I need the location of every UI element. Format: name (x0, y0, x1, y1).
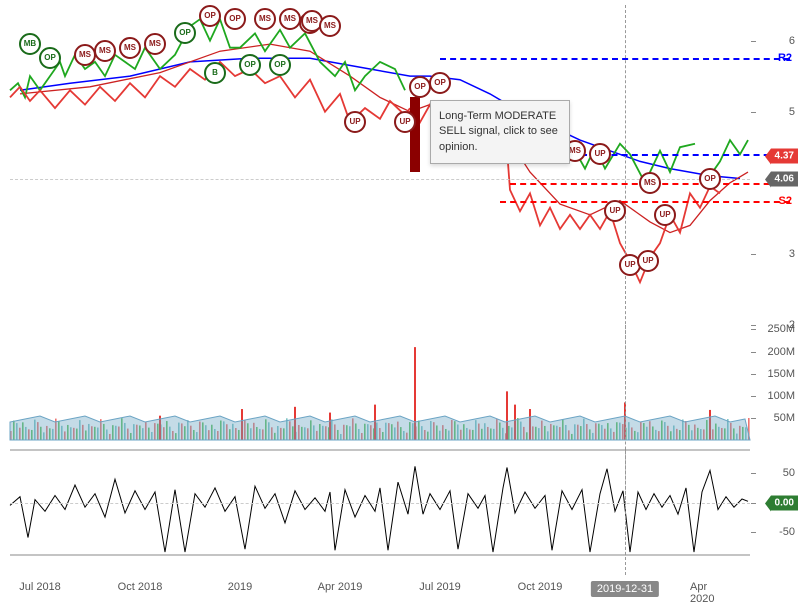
signal-marker[interactable]: OP (239, 54, 261, 76)
indicator-ytick-mark (751, 532, 756, 533)
signal-marker[interactable]: UP (589, 143, 611, 165)
signal-bar[interactable] (410, 97, 420, 172)
price-ytick-mark (751, 112, 756, 113)
sr-label-r2: R2 (778, 52, 792, 64)
price-green-1 (10, 19, 405, 97)
volume-ytick: 100M (767, 390, 795, 402)
signal-marker[interactable]: UP (654, 204, 676, 226)
signal-marker[interactable]: MS (119, 37, 141, 59)
signal-marker[interactable]: MB (19, 33, 41, 55)
xaxis-tick: Apr 2019 (318, 581, 363, 593)
price-ytick-mark (751, 325, 756, 326)
sr-label-s2: S2 (779, 195, 792, 207)
price-ytick: 3 (789, 248, 795, 260)
signal-marker[interactable]: OP (174, 22, 196, 44)
signal-marker[interactable]: OP (429, 72, 451, 94)
xaxis-tick: Oct 2018 (118, 581, 163, 593)
volume-ytick: 50M (774, 412, 795, 424)
signal-marker[interactable]: OP (409, 76, 431, 98)
xaxis-tick: Jul 2019 (419, 581, 461, 593)
indicator-ytick-mark (751, 503, 756, 504)
signal-marker[interactable]: OP (224, 8, 246, 30)
cursor-vline-ind (625, 450, 626, 555)
volume-ytick: 250M (767, 323, 795, 335)
signal-marker[interactable]: MS (74, 44, 96, 66)
signal-marker[interactable]: UP (344, 111, 366, 133)
signal-marker[interactable]: OP (199, 5, 221, 27)
signal-marker[interactable]: UP (637, 250, 659, 272)
indicator-line (10, 466, 748, 552)
signal-marker[interactable]: UP (394, 111, 416, 133)
volume-ytick-mark (751, 352, 756, 353)
signal-marker[interactable]: MS (319, 15, 341, 37)
volume-ytick-mark (751, 418, 756, 419)
indicator-ytick: 50 (783, 467, 795, 479)
price-flag: 4.37 (771, 149, 798, 164)
volume-ytick-mark (751, 396, 756, 397)
xaxis-tick: Apr 2020 (690, 581, 730, 605)
signal-marker[interactable]: MS (639, 172, 661, 194)
cursor-vline-vol (625, 325, 626, 440)
indicator-ytick-mark (751, 473, 756, 474)
signal-marker[interactable]: OP (269, 54, 291, 76)
price-panel: R2R1S1S22356MBOPMSMSMSMSOPOPOPBOPMSOPMSO… (10, 5, 750, 325)
sr-line-s2 (500, 201, 790, 203)
volume-area (10, 416, 750, 440)
price-ytick: 5 (789, 106, 795, 118)
signal-marker[interactable]: OP (699, 168, 721, 190)
signal-marker[interactable]: B (204, 62, 226, 84)
signal-marker[interactable]: MS (254, 8, 276, 30)
indicator-panel: -500500.00 (10, 450, 750, 555)
sr-line-r2 (440, 58, 790, 60)
chart-root: R2R1S1S22356MBOPMSMSMSMSOPOPOPBOPMSOPMSO… (0, 0, 800, 600)
signal-tooltip[interactable]: Long-Term MODERATE SELL signal, click to… (430, 100, 570, 164)
price-ytick-mark (751, 41, 756, 42)
x-axis: Jul 2018 Oct 2018 2019 Apr 2019 Jul 2019 Oct … (10, 575, 750, 600)
xaxis-tick: Jul 2018 (19, 581, 61, 593)
volume-panel: 50M100M150M200M250M (10, 325, 750, 440)
xaxis-tick: Oct 2019 (518, 581, 563, 593)
xaxis-tick: 2019-12-31 (591, 581, 659, 597)
volume-ytick-mark (751, 329, 756, 330)
volume-ytick: 150M (767, 368, 795, 380)
volume-svg (10, 325, 750, 440)
signal-marker[interactable]: MS (94, 40, 116, 62)
signal-marker[interactable]: MS (279, 8, 301, 30)
volume-ytick: 200M (767, 346, 795, 358)
ma-line-red (20, 44, 748, 233)
signal-marker[interactable]: OP (39, 47, 61, 69)
indicator-zero-line (10, 503, 750, 504)
volume-ytick-mark (751, 374, 756, 375)
signal-marker[interactable]: MS (144, 33, 166, 55)
indicator-ytick: -50 (779, 526, 795, 538)
signal-marker[interactable]: UP (604, 200, 626, 222)
price-ytick: 6 (789, 35, 795, 47)
price-flag: 4.06 (771, 171, 798, 186)
indicator-value-flag: 0.00 (771, 495, 798, 510)
price-ytick-mark (751, 254, 756, 255)
xaxis-tick: 2019 (228, 581, 252, 593)
